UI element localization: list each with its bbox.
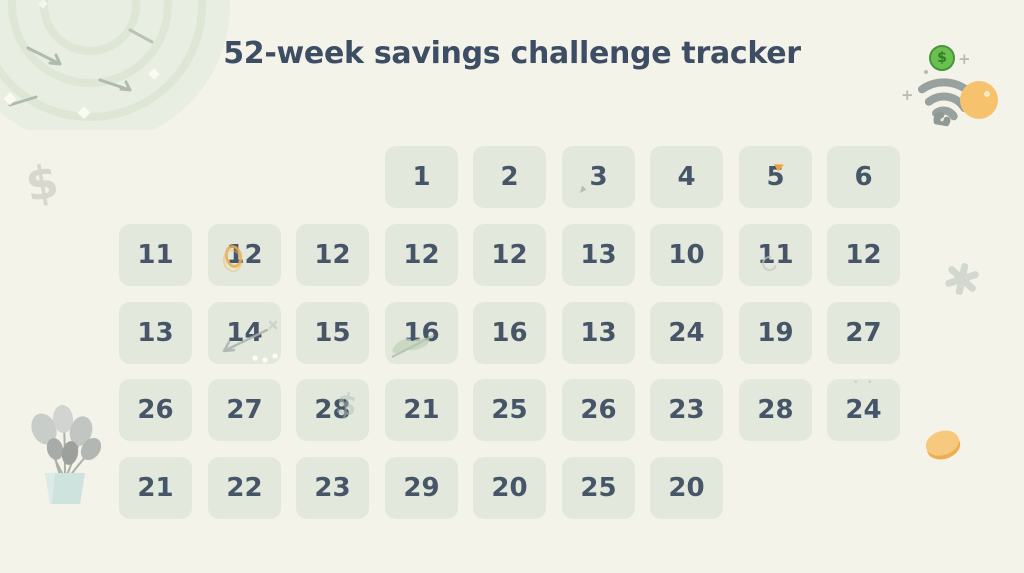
week-tile[interactable]: 12 xyxy=(385,224,458,286)
week-tile[interactable]: 13 xyxy=(562,302,635,364)
week-tile[interactable]: 29 xyxy=(385,457,458,519)
week-tile[interactable]: 20 xyxy=(473,457,546,519)
page-title: 52-week savings challenge tracker xyxy=(223,36,801,71)
tilted-orange-coin-icon xyxy=(925,430,961,460)
week-tile[interactable]: 13 xyxy=(119,302,192,364)
week-tile[interactable]: 21 xyxy=(119,457,192,519)
wifi-signal-icon xyxy=(917,78,980,129)
week-tile[interactable]: 14 xyxy=(208,302,281,364)
week-tile[interactable]: 4 xyxy=(650,146,723,208)
week-tile[interactable]: 12 xyxy=(827,224,900,286)
week-tile[interactable]: 6 xyxy=(827,146,900,208)
week-tile[interactable]: 12 xyxy=(473,224,546,286)
potted-plant-icon xyxy=(31,405,102,504)
week-tile[interactable]: 27 xyxy=(827,302,900,364)
week-tile[interactable]: 24 xyxy=(650,302,723,364)
week-tile[interactable]: 1 xyxy=(385,146,458,208)
week-tile[interactable]: 22 xyxy=(208,457,281,519)
week-tile[interactable]: 21 xyxy=(385,379,458,441)
orange-coin-icon xyxy=(960,81,998,119)
week-tile[interactable]: 26 xyxy=(119,379,192,441)
week-tile[interactable]: 12 xyxy=(296,224,369,286)
week-tile[interactable]: 13 xyxy=(562,224,635,286)
week-tile[interactable]: 16 xyxy=(385,302,458,364)
week-tile[interactable]: 26 xyxy=(562,379,635,441)
week-tile[interactable]: 20 xyxy=(650,457,723,519)
week-tile[interactable]: 12 xyxy=(208,224,281,286)
week-tile[interactable]: 3 xyxy=(562,146,635,208)
week-tile[interactable]: 28 xyxy=(739,379,812,441)
week-tile[interactable]: 16 xyxy=(473,302,546,364)
week-tile[interactable]: 11 xyxy=(119,224,192,286)
week-tile[interactable]: 28 xyxy=(296,379,369,441)
dollar-sign-doodle-icon: $ xyxy=(21,153,63,213)
week-tile[interactable]: 24 xyxy=(827,379,900,441)
week-tile[interactable]: 25 xyxy=(473,379,546,441)
star-doodle-icon xyxy=(945,262,979,296)
week-tile[interactable]: 25 xyxy=(562,457,635,519)
week-tile[interactable]: 15 xyxy=(296,302,369,364)
plus-sparkle-icon: + xyxy=(901,86,914,104)
week-tile[interactable]: 27 xyxy=(208,379,281,441)
week-tile[interactable]: 11 xyxy=(739,224,812,286)
week-tile[interactable]: 19 xyxy=(739,302,812,364)
week-tile[interactable]: 23 xyxy=(650,379,723,441)
week-tile[interactable]: 5 xyxy=(739,146,812,208)
week-tile[interactable]: 10 xyxy=(650,224,723,286)
week-tile[interactable]: 2 xyxy=(473,146,546,208)
week-tile[interactable]: 23 xyxy=(296,457,369,519)
